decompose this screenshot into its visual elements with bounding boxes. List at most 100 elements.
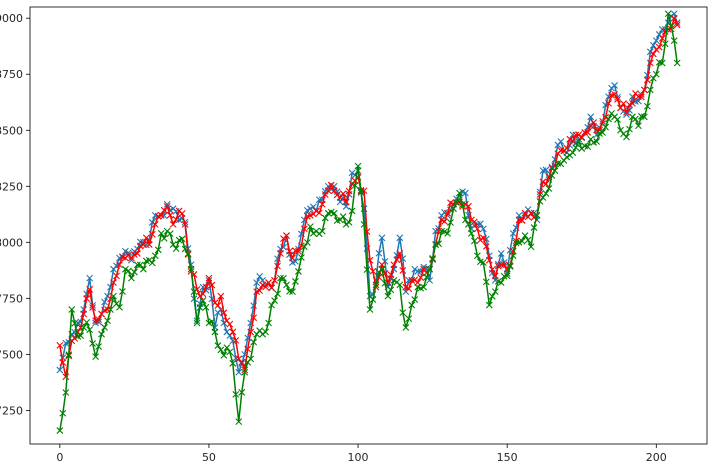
data-point-marker [542,166,550,174]
data-point-marker [399,309,407,317]
data-point-marker [518,216,526,224]
data-point-marker [277,274,284,282]
data-point-marker [199,297,207,304]
data-point-marker [563,144,571,152]
data-point-marker [673,21,681,29]
data-point-marker [214,302,222,309]
data-point-marker [110,279,117,287]
data-point-marker [56,366,64,374]
data-point-marker [473,252,481,260]
data-point-marker [527,209,535,217]
data-point-marker [247,328,255,336]
data-point-marker [411,265,419,273]
data-point-marker [405,315,413,323]
data-point-marker [670,14,678,22]
data-point-marker [226,320,234,328]
data-point-marker [667,22,675,30]
data-point-marker [569,138,577,145]
data-point-marker [295,247,302,255]
data-point-marker [429,254,437,262]
data-point-marker [214,342,222,349]
data-point-marker [652,37,660,45]
data-point-marker [465,220,472,228]
data-point-marker [300,225,308,233]
data-point-marker [497,279,505,287]
data-point-marker [539,178,547,186]
data-point-marker [661,40,669,48]
data-point-marker [456,189,463,197]
data-point-marker [181,220,189,228]
data-point-marker [77,332,85,339]
series-layer [56,10,681,434]
data-point-marker [321,214,329,222]
data-point-marker [86,285,94,293]
data-point-marker [342,220,350,228]
data-point-marker [652,70,660,78]
data-point-marker [602,123,609,131]
data-point-marker [614,116,621,123]
data-point-marker [160,234,168,242]
x-tick-label: 100 [348,451,369,464]
data-point-marker [527,243,535,251]
data-point-marker [315,196,323,204]
data-point-marker [80,310,88,318]
data-point-marker [658,26,666,33]
data-point-marker [411,296,419,303]
data-point-marker [548,172,556,179]
data-point-marker [542,180,550,188]
data-point-marker [92,353,100,360]
y-tick-label: 9000 [0,12,23,25]
data-point-marker [345,218,353,226]
series-line [59,12,678,431]
data-point-marker [369,296,377,304]
data-point-marker [378,234,386,242]
data-point-marker [399,267,407,274]
data-point-marker [247,355,255,363]
data-point-marker [101,324,108,331]
data-point-marker [274,262,281,270]
data-point-marker [450,205,457,213]
data-point-marker [396,234,404,242]
data-point-marker [309,203,317,211]
data-point-marker [217,292,225,300]
data-point-marker [357,187,365,195]
data-point-marker [479,234,487,242]
y-tick-label: 7250 [0,404,23,417]
data-point-marker [590,119,598,126]
data-point-marker [148,219,156,226]
data-point-marker [384,292,392,300]
data-point-marker [447,219,454,226]
data-point-marker [83,295,91,303]
data-point-marker [524,236,532,244]
data-point-marker [148,230,156,238]
data-point-marker [286,247,293,255]
data-point-marker [342,198,350,206]
data-point-marker [485,256,493,264]
data-point-marker [387,286,395,294]
data-point-marker [339,213,347,220]
data-point-marker [139,241,147,248]
data-point-marker [265,319,272,327]
data-point-marker [256,273,264,280]
data-point-marker [128,274,135,282]
data-point-marker [542,190,550,197]
data-point-marker [217,346,225,354]
data-point-marker [643,76,651,84]
data-point-marker [110,292,117,300]
data-point-marker [274,290,281,298]
data-point-marker [482,278,490,286]
data-point-marker [363,266,371,273]
data-point-marker [277,250,284,257]
data-point-marker [220,352,228,359]
data-point-marker [208,318,216,325]
data-point-marker [545,185,553,192]
data-point-marker [253,279,261,287]
data-point-marker [59,409,67,417]
data-point-marker [611,82,618,89]
data-point-marker [646,59,654,67]
data-point-marker [479,259,487,266]
data-point-marker [202,283,210,291]
data-point-marker [626,125,633,133]
data-point-marker [348,207,356,215]
